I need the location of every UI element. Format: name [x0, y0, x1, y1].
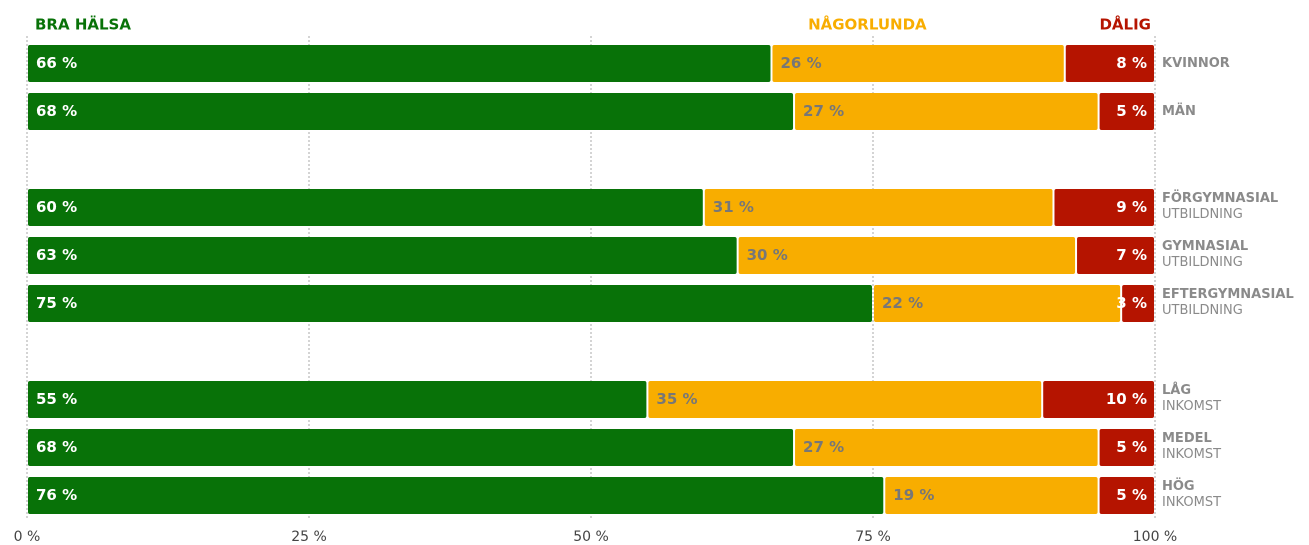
category-sublabel: INKOMST [1162, 495, 1221, 510]
bar-segment [28, 477, 884, 514]
category-sublabel: UTBILDNING [1162, 303, 1243, 318]
bar-segment [874, 285, 1121, 322]
category-label: FÖRGYMNASIAL [1162, 190, 1278, 206]
category-sublabel: UTBILDNING [1162, 207, 1243, 222]
value-label: 31 % [713, 198, 754, 216]
value-label: 30 % [747, 246, 788, 264]
category-label: MÄN [1162, 103, 1196, 119]
value-label: 8 % [1116, 54, 1147, 72]
category-label: LÅG [1162, 382, 1191, 398]
bar-segment [704, 189, 1053, 226]
category-sublabel: INKOMST [1162, 447, 1221, 462]
category-label: EFTERGYMNASIAL [1162, 287, 1294, 302]
value-label: 3 % [1116, 294, 1147, 312]
bar-segment [1077, 237, 1154, 274]
value-label: 5 % [1116, 486, 1147, 504]
bar-segment [1065, 45, 1154, 82]
bar-segment [28, 285, 872, 322]
x-tick-label: 100 % [1133, 529, 1177, 545]
bar-segment [28, 189, 703, 226]
bar-segment [28, 237, 737, 274]
bar-segment [648, 381, 1042, 418]
category-label: MEDEL [1162, 431, 1212, 446]
value-label: 35 % [656, 390, 697, 408]
bar-segment [1099, 93, 1154, 130]
value-label: 55 % [36, 390, 77, 408]
value-label: 9 % [1116, 198, 1147, 216]
bar-segment [28, 45, 771, 82]
bar-segment [28, 429, 794, 466]
value-label: 27 % [803, 438, 844, 456]
value-label: 68 % [36, 102, 77, 120]
bar-segment [795, 429, 1098, 466]
value-label: 5 % [1116, 102, 1147, 120]
value-label: 27 % [803, 102, 844, 120]
bar-segment [1043, 381, 1154, 418]
bar-segment [1099, 477, 1154, 514]
bar-segment [738, 237, 1076, 274]
value-label: 63 % [36, 246, 77, 264]
category-label: KVINNOR [1162, 56, 1230, 71]
category-sublabel: UTBILDNING [1162, 255, 1243, 270]
category-label: HÖG [1162, 478, 1195, 494]
bar-segment [1122, 285, 1154, 322]
value-label: 68 % [36, 438, 77, 456]
value-label: 5 % [1116, 438, 1147, 456]
bar-segment [1099, 429, 1154, 466]
value-label: 60 % [36, 198, 77, 216]
x-tick-label: 0 % [14, 529, 41, 545]
value-label: 66 % [36, 54, 77, 72]
value-label: 76 % [36, 486, 77, 504]
x-tick-label: 50 % [573, 529, 609, 545]
bar-segment [772, 45, 1064, 82]
value-label: 75 % [36, 294, 77, 312]
x-tick-label: 25 % [291, 529, 327, 545]
value-label: 26 % [780, 54, 821, 72]
bar-segment [28, 381, 647, 418]
category-label: GYMNASIAL [1162, 239, 1248, 254]
x-tick-label: 75 % [855, 529, 891, 545]
value-label: 7 % [1116, 246, 1147, 264]
bar-segment [885, 477, 1098, 514]
legend-label: BRA HÄLSA [35, 15, 131, 34]
bar-segment [1054, 189, 1154, 226]
bar-segment [795, 93, 1098, 130]
bar-segment [28, 93, 794, 130]
value-label: 22 % [882, 294, 923, 312]
value-label: 10 % [1106, 390, 1147, 408]
value-label: 19 % [893, 486, 934, 504]
legend-label: NÅGORLUNDA [808, 15, 927, 34]
category-sublabel: INKOMST [1162, 399, 1221, 414]
legend-label: DÅLIG [1099, 15, 1151, 34]
